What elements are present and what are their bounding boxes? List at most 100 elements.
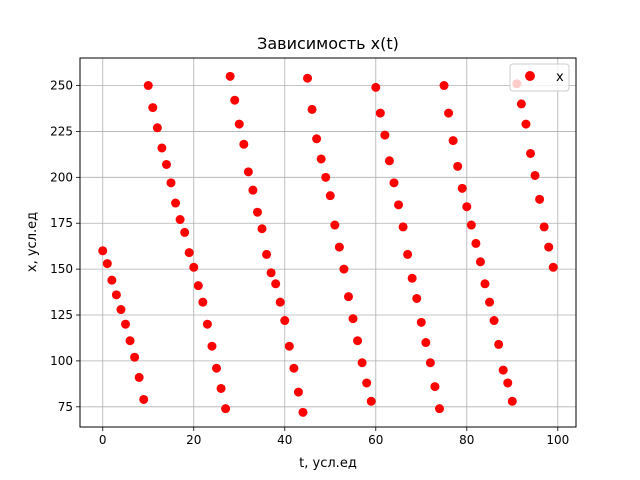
- x-axis-ticks: 0 20 40 60 80 100: [99, 427, 569, 447]
- data-point: [475, 257, 485, 267]
- data-point: [175, 215, 185, 225]
- legend-marker: [525, 71, 535, 81]
- data-point: [262, 249, 272, 259]
- plot-frame: [79, 57, 577, 428]
- y-axis-ticks: 75 100 125 150 175 200 225 250: [50, 79, 80, 414]
- data-point: [444, 108, 454, 118]
- data-point: [521, 119, 531, 129]
- data-point: [430, 382, 440, 392]
- data-point: [394, 200, 404, 210]
- data-point: [407, 273, 417, 283]
- x-tick-label: 80: [459, 433, 474, 447]
- data-point: [248, 185, 258, 195]
- y-tick-label: 125: [50, 308, 73, 322]
- data-point: [221, 404, 231, 414]
- data-point: [307, 104, 317, 114]
- data-point: [125, 336, 135, 346]
- data-point: [339, 264, 349, 274]
- data-point: [284, 341, 294, 351]
- data-point: [271, 279, 281, 289]
- data-point: [398, 222, 408, 232]
- data-point: [189, 262, 199, 272]
- data-point: [275, 297, 285, 307]
- data-point: [525, 148, 535, 158]
- data-point: [143, 81, 153, 91]
- data-point: [503, 378, 513, 388]
- y-tick-label: 225: [50, 124, 73, 138]
- data-point: [161, 159, 171, 169]
- data-point: [384, 156, 394, 166]
- data-point: [257, 224, 267, 234]
- data-point: [225, 71, 235, 81]
- data-point: [312, 134, 322, 144]
- data-point: [111, 290, 121, 300]
- data-point: [180, 227, 190, 237]
- data-point: [166, 178, 176, 188]
- data-point: [230, 95, 240, 105]
- x-tick-label: 40: [277, 433, 292, 447]
- data-point: [353, 336, 363, 346]
- data-point: [425, 358, 435, 368]
- data-point: [403, 249, 413, 259]
- data-point: [389, 178, 399, 188]
- data-point: [171, 198, 181, 208]
- data-point: [116, 305, 126, 315]
- data-point: [130, 352, 140, 362]
- data-point: [216, 383, 226, 393]
- data-point: [334, 242, 344, 252]
- data-point: [530, 170, 540, 180]
- data-point: [98, 246, 108, 256]
- x-tick-label: 20: [186, 433, 201, 447]
- data-point: [293, 387, 303, 397]
- data-point: [362, 378, 372, 388]
- data-point: [480, 279, 490, 289]
- data-point: [234, 119, 244, 129]
- data-point: [157, 143, 167, 153]
- data-point: [202, 319, 212, 329]
- data-point: [366, 396, 376, 406]
- data-point: [494, 339, 504, 349]
- data-point: [466, 220, 476, 230]
- data-point: [239, 139, 249, 149]
- data-point: [448, 136, 458, 146]
- data-point: [412, 293, 422, 303]
- data-point: [343, 292, 353, 302]
- data-point: [303, 73, 313, 83]
- data-point: [380, 130, 390, 140]
- y-tick-label: 250: [50, 79, 73, 93]
- data-point: [280, 316, 290, 326]
- x-axis-label: t, усл.ед: [299, 456, 357, 471]
- data-point: [439, 81, 449, 91]
- data-point: [357, 358, 367, 368]
- x-tick-label: 100: [546, 433, 569, 447]
- data-point: [348, 314, 358, 324]
- data-point: [485, 297, 495, 307]
- legend-label: x: [556, 70, 564, 85]
- data-point: [548, 262, 558, 272]
- data-point: [507, 396, 517, 406]
- data-point: [489, 316, 499, 326]
- data-point: [243, 167, 253, 177]
- data-point: [325, 191, 335, 201]
- data-point: [321, 172, 331, 182]
- data-point: [148, 103, 158, 113]
- data-points: [98, 71, 558, 417]
- data-point: [434, 404, 444, 414]
- data-point: [121, 319, 131, 329]
- data-point: [539, 222, 549, 232]
- data-point: [152, 123, 162, 133]
- data-point: [516, 99, 526, 109]
- y-axis-label: x, усл.ед: [25, 212, 40, 272]
- grid-lines: [80, 58, 576, 427]
- data-point: [134, 372, 144, 382]
- y-tick-label: 150: [50, 262, 73, 276]
- data-point: [107, 275, 117, 285]
- legend-box: [509, 63, 570, 92]
- y-tick-label: 75: [58, 400, 73, 414]
- x-tick-label: 60: [368, 433, 383, 447]
- data-point: [375, 108, 385, 118]
- data-point: [457, 183, 467, 193]
- data-point: [316, 154, 326, 164]
- data-point: [544, 242, 554, 252]
- data-point: [266, 268, 276, 278]
